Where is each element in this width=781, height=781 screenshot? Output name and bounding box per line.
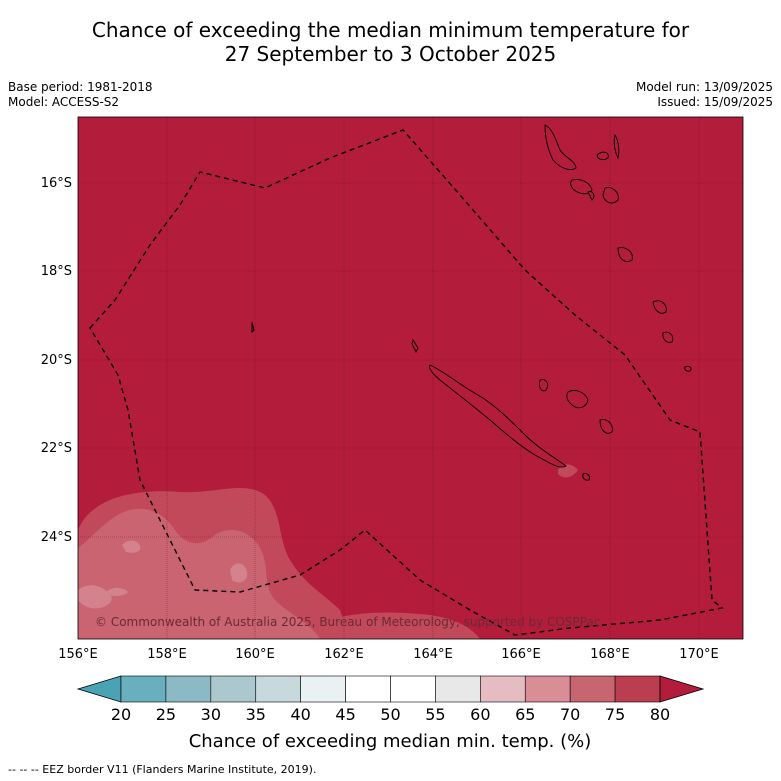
lat-tick-18s: 18°S xyxy=(41,264,72,279)
contour-65-70 xyxy=(78,508,320,639)
lon-tick-164e: 164°E xyxy=(413,647,453,662)
colorbar-segment xyxy=(300,675,346,703)
lon-tick-162e: 162°E xyxy=(324,647,364,662)
colorbar-segment xyxy=(614,675,661,703)
probability-contours xyxy=(78,464,578,639)
lon-tick-labels: 156°E 158°E 160°E 162°E 164°E 166°E 168°… xyxy=(58,647,719,662)
lat-tick-labels: 16°S 18°S 20°S 22°S 24°S xyxy=(41,176,72,545)
contour-70-75-lower xyxy=(330,612,480,639)
colorbar-segment xyxy=(390,675,436,703)
colorbar-tick-label: 65 xyxy=(515,705,535,724)
model-run: Model run: 13/09/2025 xyxy=(635,80,773,94)
contour-70-75-nc xyxy=(558,464,578,478)
colorbar-tick-label: 60 xyxy=(470,705,490,724)
espiritu-santo xyxy=(544,124,577,171)
colorbar-tick-label: 70 xyxy=(560,705,580,724)
colorbar-extend-high xyxy=(659,675,705,703)
colorbar-tick-label: 30 xyxy=(201,705,221,724)
colorbar-segment xyxy=(255,675,301,703)
erromango xyxy=(617,247,633,262)
title-line-1: Chance of exceeding the median minimum t… xyxy=(91,18,690,42)
colorbar-tick-label: 25 xyxy=(156,705,176,724)
ambae xyxy=(596,151,609,161)
lon-tick-168e: 168°E xyxy=(590,647,630,662)
isle-of-pines xyxy=(582,473,590,481)
lat-tick-16s: 16°S xyxy=(41,176,72,191)
island-belep xyxy=(411,338,419,354)
lat-tick-20s: 20°S xyxy=(41,353,72,368)
island-walpole xyxy=(684,365,692,372)
epi xyxy=(587,191,595,201)
title-line-2: 27 September to 3 October 2025 xyxy=(224,42,557,66)
new-caledonia xyxy=(429,364,567,468)
chesterfield-island xyxy=(251,321,255,334)
colorbar-tick-label: 40 xyxy=(290,705,310,724)
colorbar-segment xyxy=(435,675,481,703)
efate xyxy=(602,187,619,204)
colorbar-tick-label: 20 xyxy=(111,705,131,724)
lat-tick-22s: 22°S xyxy=(41,441,72,456)
pentecost xyxy=(613,133,620,160)
colorbar-tick-label: 55 xyxy=(425,705,445,724)
colorbar-tick-label: 35 xyxy=(246,705,266,724)
colorbar-segment xyxy=(524,675,571,703)
copyright-text: © Commonwealth of Australia 2025, Bureau… xyxy=(95,615,600,629)
colorbar-segment xyxy=(120,675,167,703)
contour-60-65-d xyxy=(106,587,128,597)
lat-tick-24s: 24°S xyxy=(41,530,72,545)
contour-60-65-b xyxy=(122,540,141,553)
contour-65-70-lower xyxy=(78,608,305,639)
colorbar-title: Chance of exceeding median min. temp. (%… xyxy=(189,731,592,752)
eez-footnote: -- -- -- EEZ border V11 (Flanders Marine… xyxy=(8,763,317,776)
lon-tick-170e: 170°E xyxy=(679,647,719,662)
map-title: Chance of exceeding the median minimum t… xyxy=(0,18,781,66)
colorbar-segment xyxy=(165,675,212,703)
model-name: Model: ACCESS-S2 xyxy=(8,95,120,109)
meta-right: Model run: 13/09/2025 Issued: 15/09/2025 xyxy=(636,80,773,110)
colorbar-segment xyxy=(480,675,526,703)
colorbar-tick-label: 50 xyxy=(380,705,400,724)
colorbar-segment xyxy=(345,675,391,703)
contour-60-65-a xyxy=(78,585,112,609)
map-frame xyxy=(77,116,744,640)
colorbar-tick-label: 80 xyxy=(650,705,670,724)
colorbar-segment xyxy=(569,675,616,703)
coastlines xyxy=(251,124,692,481)
base-period: Base period: 1981-2018 xyxy=(8,80,153,94)
lon-tick-156e: 156°E xyxy=(58,647,98,662)
lon-tick-158e: 158°E xyxy=(147,647,187,662)
hunter-island xyxy=(662,331,674,343)
meta-left: Base period: 1981-2018 Model: ACCESS-S2 xyxy=(8,80,153,110)
lon-tick-160e: 160°E xyxy=(235,647,275,662)
gridlines xyxy=(78,117,743,639)
island-ouvea xyxy=(539,379,549,392)
island-lifou xyxy=(566,389,589,409)
matthew-island xyxy=(652,300,667,314)
contour-60-65-c xyxy=(230,563,248,583)
colorbar-tick-label: 75 xyxy=(605,705,625,724)
malekula xyxy=(570,179,593,195)
issued-date: Issued: 15/09/2025 xyxy=(657,95,773,109)
colorbar-tick-labels: 20 25 30 35 40 45 50 55 60 65 70 75 80 xyxy=(111,705,670,724)
colorbar-tick-label: 45 xyxy=(335,705,355,724)
island-mare xyxy=(599,419,613,434)
colorbar-extend-low xyxy=(76,675,122,703)
colorbar-segment xyxy=(210,675,257,703)
eez-border xyxy=(89,129,724,636)
lon-tick-166e: 166°E xyxy=(501,647,541,662)
colorbar xyxy=(76,675,705,703)
